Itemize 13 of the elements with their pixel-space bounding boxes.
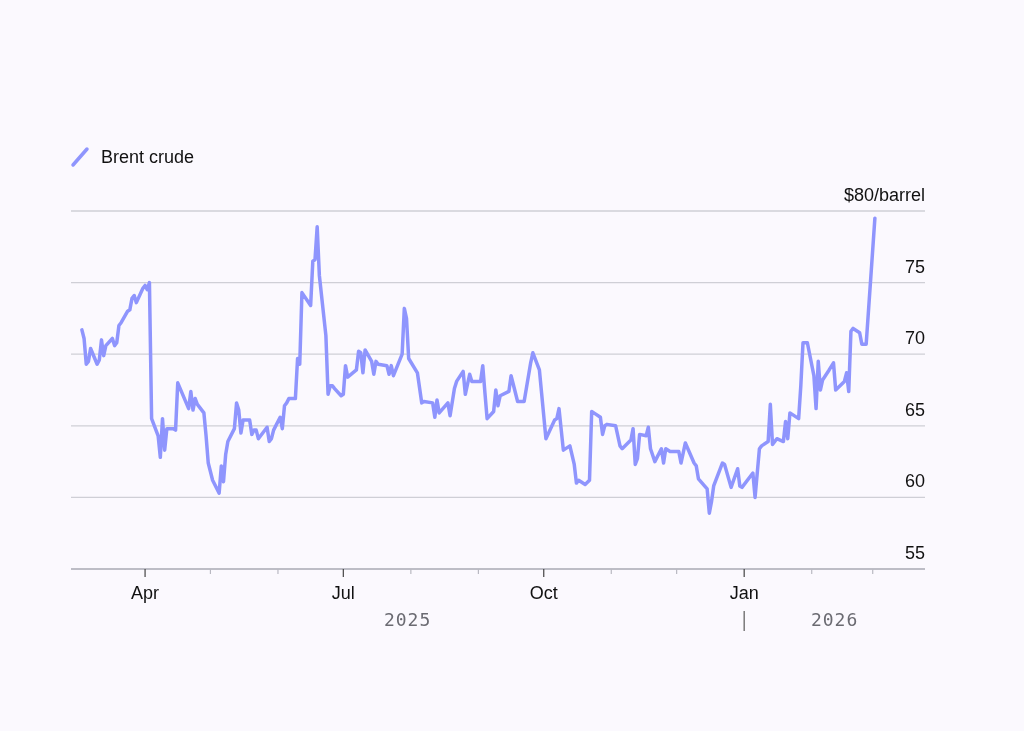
x-tick-label: Oct bbox=[529, 583, 558, 603]
y-tick-label: 75 bbox=[904, 256, 925, 277]
y-tick-label: 55 bbox=[904, 543, 925, 563]
text: 2026 bbox=[810, 609, 859, 630]
x-tick-label: Jul bbox=[331, 583, 355, 603]
text: 2025 bbox=[383, 609, 432, 630]
x-tick-label: Apr bbox=[131, 583, 160, 603]
y-tick-label: 60 bbox=[904, 471, 925, 492]
y-tick-label: $80/barrel bbox=[843, 185, 925, 205]
y-tick-label: 70 bbox=[904, 328, 925, 349]
x-tick-label: Jan bbox=[729, 583, 759, 603]
legend-label: Brent crude bbox=[101, 147, 195, 167]
y-tick-label: 65 bbox=[904, 399, 925, 420]
